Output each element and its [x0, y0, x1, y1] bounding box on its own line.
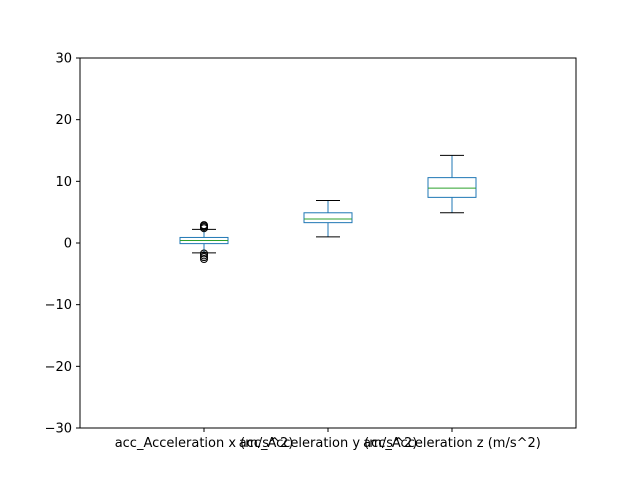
axes-frame: [79, 57, 577, 429]
y-tick-label: −20: [45, 360, 72, 375]
plot-marks: [179, 154, 477, 264]
box-group-3: [427, 154, 477, 214]
y-tick-label: 0: [64, 237, 72, 252]
outlier-point: [200, 221, 208, 230]
x-category-label: acc_Acceleration x (m/s^2): [115, 436, 294, 451]
y-tick-label: 10: [55, 175, 72, 190]
y-tick-label: −30: [45, 422, 72, 437]
box-group-2: [303, 199, 353, 238]
iqr-box: [303, 212, 353, 224]
y-tick-label: 30: [55, 52, 72, 67]
iqr-box: [427, 177, 477, 198]
y-axis: −30 −20 −10 0 10 20 30: [45, 52, 80, 437]
x-category-label: acc_Acceleration z (m/s^2): [363, 436, 541, 451]
box-group-1: [179, 221, 229, 264]
outlier-point: [200, 255, 208, 264]
y-tick-label: 20: [55, 113, 72, 128]
y-tick-label: −10: [45, 298, 72, 313]
x-category-label: acc_Acceleration y (m/s^2): [239, 436, 418, 451]
x-axis: acc_Acceleration x (m/s^2)acc_Accelerati…: [115, 428, 541, 451]
